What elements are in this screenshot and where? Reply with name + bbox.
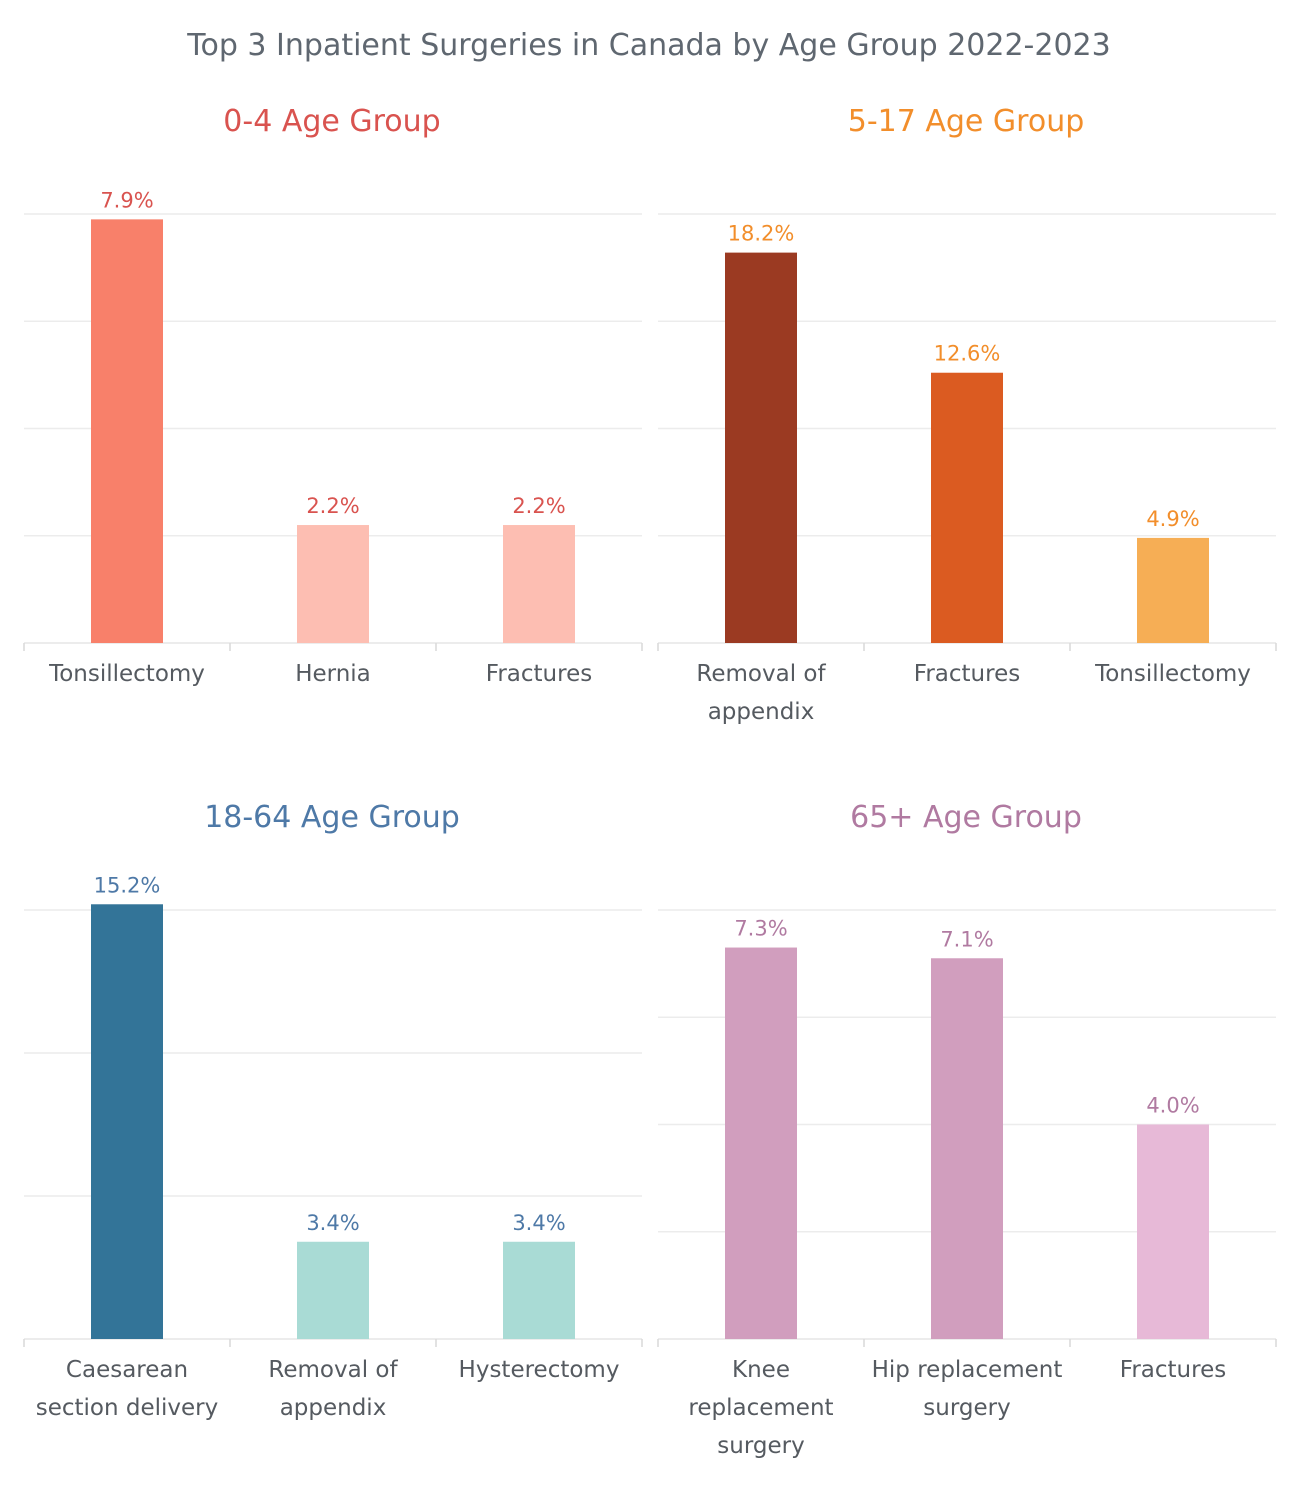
value-label: 4.9% bbox=[1146, 507, 1199, 531]
category-label: Hysterectomy bbox=[459, 1357, 620, 1383]
value-label: 7.9% bbox=[100, 188, 153, 212]
category-label: Removal of appendix bbox=[268, 1357, 398, 1421]
category-label: Fractures bbox=[486, 661, 592, 687]
category-label-line: appendix bbox=[708, 699, 815, 725]
category-label-line: Hernia bbox=[295, 661, 371, 687]
value-label: 7.1% bbox=[940, 927, 993, 951]
category-label-line: Removal of bbox=[696, 661, 826, 687]
value-label: 2.2% bbox=[306, 494, 359, 518]
bar bbox=[503, 525, 575, 643]
bar bbox=[91, 904, 163, 1339]
category-label-line: appendix bbox=[280, 1395, 387, 1421]
category-label-line: Fractures bbox=[1120, 1357, 1226, 1383]
panel-title: 5-17 Age Group bbox=[847, 104, 1085, 139]
category-label-line: Hysterectomy bbox=[459, 1357, 620, 1383]
value-label: 2.2% bbox=[512, 494, 565, 518]
bar-chart-0-4: 7.9% Tonsillectomy 2.2% Hernia 2.2% Fractures bbox=[23, 188, 643, 687]
bar-chart-5-17: 18.2% Removal of appendix 12.6% Fractures 4.9… bbox=[657, 213, 1277, 725]
bar-chart-65-plus: 7.3% Knee replacement surgery 7.1% Hip replac… bbox=[657, 909, 1277, 1459]
bar bbox=[297, 525, 369, 643]
panel-18-64-age-group: 18-64 Age Group 15.2% Caesarean section de… bbox=[20, 800, 644, 1490]
value-label: 15.2% bbox=[94, 873, 161, 897]
category-label: Tonsillectomy bbox=[1094, 661, 1251, 687]
bar bbox=[297, 1241, 369, 1339]
category-label: Knee replacement surgery bbox=[688, 1357, 833, 1459]
category-label-line: surgery bbox=[923, 1395, 1010, 1421]
bar bbox=[725, 252, 797, 644]
bar bbox=[1137, 1124, 1209, 1339]
category-label-line: replacement bbox=[688, 1395, 833, 1421]
bar bbox=[1137, 537, 1209, 643]
panel-5-17-age-group: 5-17 Age Group 18.2% Removal of appendix 12… bbox=[654, 104, 1278, 794]
category-label-line: Hip replacement bbox=[872, 1357, 1063, 1383]
category-label-line: surgery bbox=[717, 1433, 804, 1459]
value-label: 7.3% bbox=[734, 917, 787, 941]
value-label: 3.4% bbox=[512, 1211, 565, 1235]
bar bbox=[725, 947, 797, 1339]
category-label: Caesarean section delivery bbox=[36, 1357, 219, 1421]
panel-65-plus-age-group: 65+ Age Group 7.3% Knee replacement surgery… bbox=[654, 800, 1278, 1490]
chart-title: Top 3 Inpatient Surgeries in Canada by A… bbox=[187, 28, 1111, 63]
category-label: Removal of appendix bbox=[696, 661, 826, 725]
bar bbox=[931, 958, 1003, 1339]
category-label: Fractures bbox=[914, 661, 1020, 687]
value-label: 12.6% bbox=[934, 342, 1001, 366]
value-label: 3.4% bbox=[306, 1211, 359, 1235]
category-label: Fractures bbox=[1120, 1357, 1226, 1383]
bar bbox=[931, 372, 1003, 643]
bar-chart-18-64: 15.2% Caesarean section delivery 3.4% Remova… bbox=[23, 873, 643, 1421]
category-label-line: Removal of bbox=[268, 1357, 398, 1383]
category-label-line: Fractures bbox=[486, 661, 592, 687]
panel-title: 0-4 Age Group bbox=[223, 104, 441, 139]
category-label-line: Caesarean bbox=[66, 1357, 188, 1383]
value-label: 18.2% bbox=[728, 222, 795, 246]
value-label: 4.0% bbox=[1146, 1094, 1199, 1118]
category-label-line: Knee bbox=[732, 1357, 790, 1383]
bar bbox=[91, 219, 163, 644]
panel-title: 65+ Age Group bbox=[850, 800, 1082, 835]
bar bbox=[503, 1241, 575, 1339]
category-label: Tonsillectomy bbox=[48, 661, 205, 687]
category-label: Hip replacement surgery bbox=[872, 1357, 1063, 1421]
category-label-line: section delivery bbox=[36, 1395, 219, 1421]
panel-title: 18-64 Age Group bbox=[204, 800, 460, 835]
category-label-line: Tonsillectomy bbox=[1094, 661, 1251, 687]
panel-0-4-age-group: 0-4 Age Group 7.9% Tonsillectomy 2.2% Herni… bbox=[20, 104, 644, 794]
category-label-line: Tonsillectomy bbox=[48, 661, 205, 687]
category-label-line: Fractures bbox=[914, 661, 1020, 687]
category-label: Hernia bbox=[295, 661, 371, 687]
